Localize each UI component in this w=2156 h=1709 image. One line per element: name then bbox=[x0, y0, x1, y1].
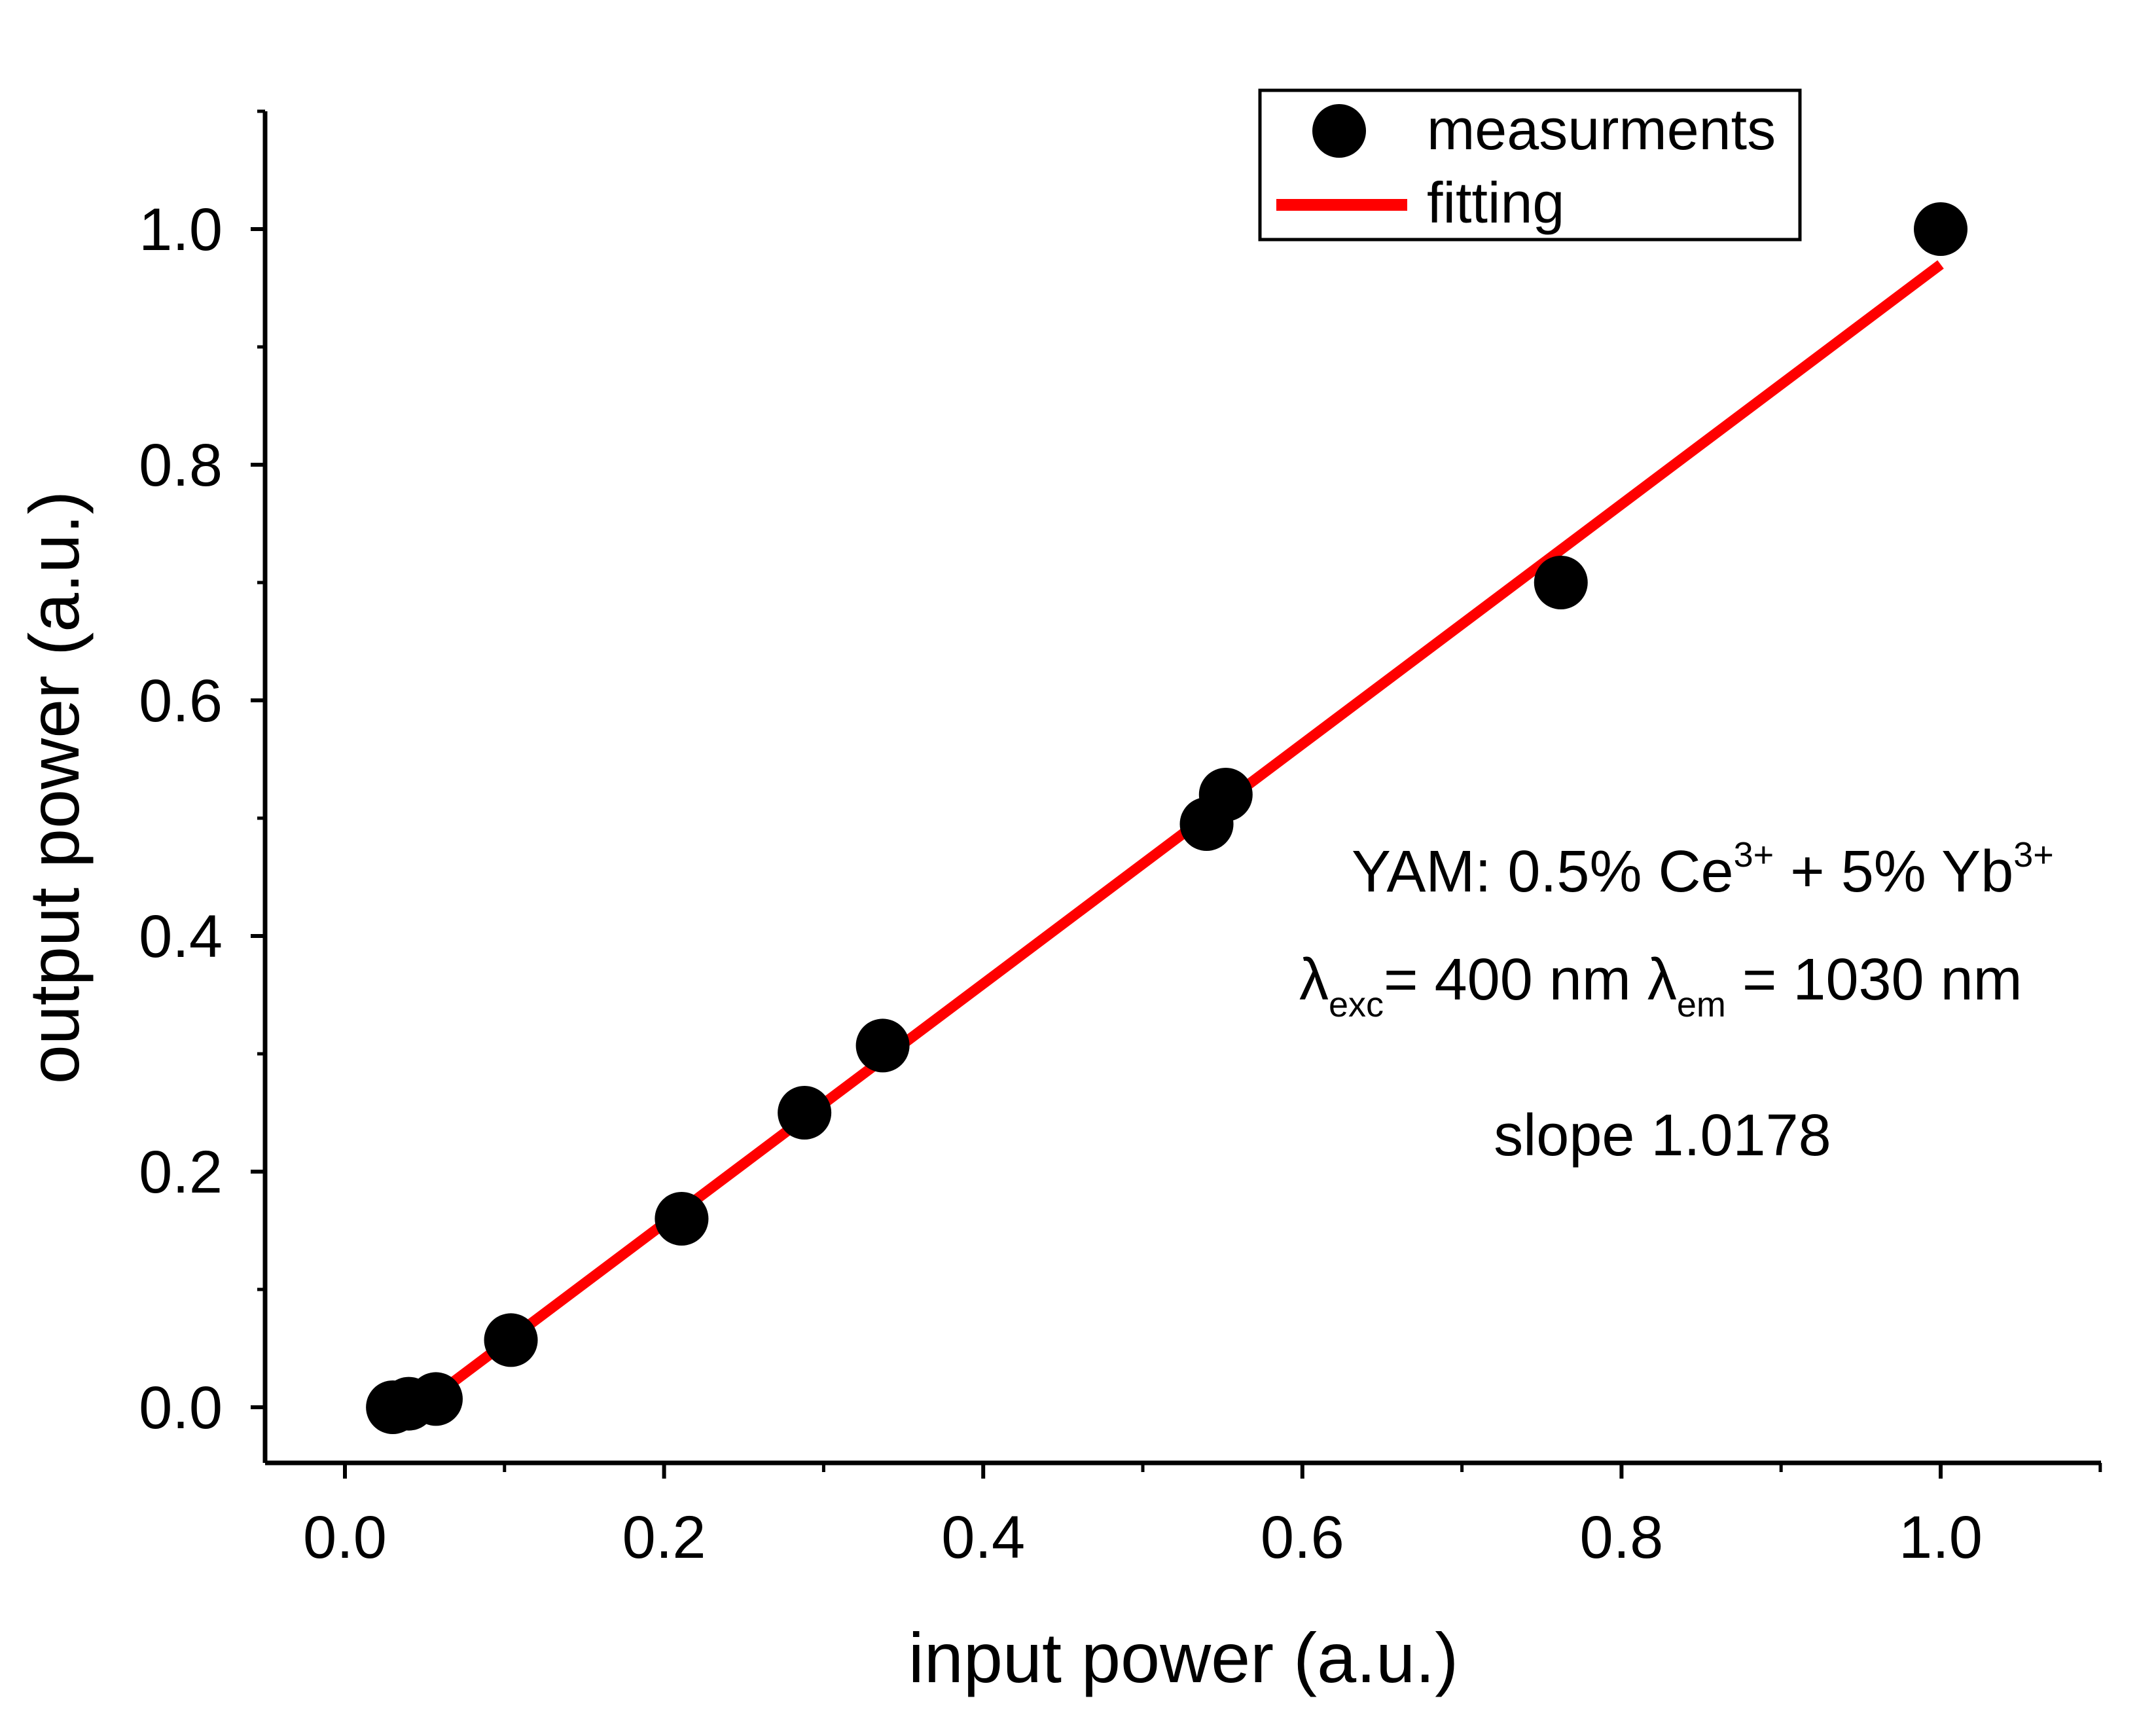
legend-label-measurments: measurments bbox=[1427, 97, 1776, 162]
data-point bbox=[1534, 556, 1588, 609]
composition-main: YAM: 0.5% Ce bbox=[1352, 839, 1734, 905]
composition-superscript-ce: 3+ bbox=[1734, 835, 1774, 874]
y-axis-label: output power (a.u.) bbox=[14, 491, 94, 1085]
legend-marker-measurments bbox=[1312, 104, 1366, 158]
composition-superscript-yb: 3+ bbox=[2013, 835, 2054, 874]
y-tick-label: 0.2 bbox=[139, 1139, 223, 1206]
data-point bbox=[778, 1086, 832, 1140]
lambda-exc-value: = 400 nm bbox=[1384, 947, 1647, 1013]
annotations: YAM: 0.5% Ce3+ + 5% Yb3+ λexc= 400 nm λe… bbox=[1299, 835, 2054, 1168]
lambda-exc-symbol: λ bbox=[1299, 947, 1329, 1013]
y-axis-ticks: 0.0 0.2 0.4 0.6 0.8 1.0 bbox=[139, 109, 265, 1441]
lambda-em-symbol: λ bbox=[1647, 947, 1677, 1013]
fit-line bbox=[393, 260, 1944, 1430]
x-axis-label: input power (a.u.) bbox=[908, 1618, 1458, 1697]
fitting-series bbox=[393, 260, 1944, 1430]
x-tick-label: 0.4 bbox=[941, 1504, 1025, 1571]
composition-mid: + 5% Yb bbox=[1774, 839, 2013, 905]
y-tick-label: 1.0 bbox=[139, 196, 223, 263]
plot-axes bbox=[262, 111, 2101, 1466]
lambda-exc-subscript: exc bbox=[1329, 985, 1384, 1024]
y-tick-label: 0.4 bbox=[139, 903, 223, 970]
y-tick-label: 0.6 bbox=[139, 668, 223, 734]
x-tick-label: 0.0 bbox=[303, 1504, 387, 1571]
x-tick-label: 1.0 bbox=[1899, 1504, 1983, 1571]
x-tick-label: 0.6 bbox=[1261, 1504, 1344, 1571]
lambda-em-value: = 1030 nm bbox=[1726, 947, 2022, 1013]
lambda-em-subscript: em bbox=[1677, 985, 1726, 1024]
y-tick-label: 0.0 bbox=[139, 1375, 223, 1441]
x-tick-label: 0.8 bbox=[1579, 1504, 1663, 1571]
data-point bbox=[1914, 202, 1967, 256]
annotation-composition: YAM: 0.5% Ce3+ + 5% Yb3+ bbox=[1352, 835, 2054, 905]
x-tick-label: 0.2 bbox=[622, 1504, 706, 1571]
legend: measurments fitting bbox=[1258, 88, 1802, 242]
data-point bbox=[1198, 768, 1253, 821]
legend-label-fitting: fitting bbox=[1427, 170, 1564, 235]
measurements-series bbox=[366, 202, 1967, 1434]
y-tick-label: 0.8 bbox=[139, 432, 223, 499]
data-point bbox=[855, 1018, 910, 1073]
x-axis-ticks: 0.0 0.2 0.4 0.6 0.8 1.0 bbox=[303, 1463, 2102, 1571]
data-point bbox=[655, 1192, 709, 1246]
annotation-wavelengths: λexc= 400 nm λem = 1030 nm bbox=[1299, 947, 2022, 1024]
data-point bbox=[408, 1372, 463, 1426]
annotation-slope: slope 1.0178 bbox=[1494, 1103, 1831, 1168]
data-point bbox=[484, 1313, 538, 1367]
